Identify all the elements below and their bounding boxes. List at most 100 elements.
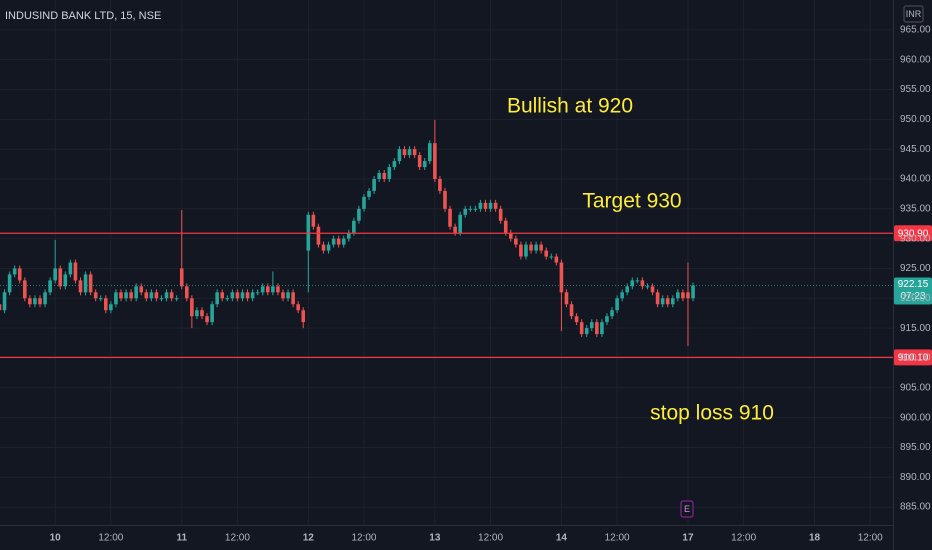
candle-body	[311, 214, 316, 227]
candle-body	[63, 274, 68, 287]
candle	[463, 205, 468, 218]
candle	[205, 313, 209, 326]
y-tick-label: 895.00	[900, 442, 931, 453]
candle-body	[225, 298, 230, 300]
x-tick-label: 12:00	[605, 533, 630, 544]
candle	[402, 146, 407, 159]
candle	[174, 295, 179, 302]
candle	[559, 259, 564, 332]
candle-body	[367, 190, 371, 197]
candle	[281, 289, 285, 302]
candle	[670, 295, 675, 308]
price-line-label-box	[894, 225, 932, 242]
candle-body	[635, 280, 640, 282]
candle-body	[215, 292, 219, 305]
y-tick-label: 950.00	[900, 114, 931, 125]
last-price-box	[894, 277, 932, 305]
candle	[291, 289, 295, 308]
candle-body	[53, 268, 57, 281]
candle	[346, 229, 351, 242]
candle	[48, 277, 52, 296]
candle-body	[38, 298, 42, 305]
x-tick-label: 12:00	[478, 533, 503, 544]
candle-body	[98, 298, 103, 300]
candle	[33, 295, 37, 308]
candle-body	[650, 286, 655, 293]
candle-body	[255, 292, 260, 294]
candle-body	[605, 316, 609, 323]
candle-body	[539, 244, 543, 251]
candle-body	[362, 196, 366, 209]
candle-body	[341, 238, 346, 245]
candle-body	[336, 238, 341, 245]
candle-body	[139, 286, 144, 293]
candle-body	[595, 322, 599, 335]
candle-body	[12, 268, 17, 275]
x-tick-label: 18	[809, 533, 821, 544]
candle	[220, 289, 225, 302]
event-marker[interactable]: E	[684, 504, 690, 514]
candle-body	[220, 292, 225, 299]
candle-body	[271, 286, 275, 293]
candle	[119, 289, 123, 302]
x-tick-label: 10	[50, 533, 62, 544]
candle-body	[630, 280, 635, 287]
candle	[245, 289, 250, 302]
candle	[190, 295, 194, 329]
event-marker-box[interactable]	[680, 500, 694, 518]
candle-body	[73, 262, 78, 281]
candle	[17, 265, 22, 284]
candle-body	[119, 292, 123, 299]
candle-body	[154, 292, 159, 299]
y-tick-label: 925.00	[900, 263, 931, 274]
candle-body	[387, 167, 392, 179]
candle-body	[503, 220, 508, 233]
candle-body	[134, 286, 138, 299]
candle-body	[584, 328, 589, 335]
candle	[554, 253, 559, 266]
candle-body	[402, 149, 407, 156]
candle	[276, 283, 280, 296]
candle	[605, 313, 609, 326]
candle-body	[453, 226, 457, 233]
candle	[98, 295, 103, 302]
x-tick-label: 12:00	[225, 533, 250, 544]
candle	[149, 289, 154, 302]
y-tick-label: 915.00	[900, 323, 931, 334]
candle	[615, 295, 619, 314]
candle-body	[0, 304, 2, 311]
candle-body	[427, 143, 432, 162]
candle	[382, 170, 387, 182]
candle-body	[174, 298, 179, 300]
x-tick-label: 12:00	[98, 533, 123, 544]
candle-body	[665, 298, 670, 305]
candle-body	[468, 208, 473, 210]
price-line-label-box	[894, 349, 932, 366]
annotation: stop loss 910	[650, 402, 774, 425]
candle	[372, 175, 376, 194]
candle	[164, 289, 169, 302]
candle-body	[352, 220, 356, 233]
candle-body	[554, 256, 559, 263]
candle-body	[514, 238, 518, 245]
candle-body	[483, 202, 488, 209]
candle-body	[301, 310, 306, 323]
candle	[250, 289, 255, 302]
candle	[159, 295, 164, 302]
candle-body	[508, 232, 513, 239]
candle-body	[164, 292, 169, 299]
candle	[610, 307, 614, 320]
candle-body	[559, 262, 564, 293]
candle-body	[600, 322, 604, 335]
candle	[255, 289, 260, 296]
x-tick-label: 17	[682, 533, 694, 544]
candle-body	[438, 178, 442, 191]
candle-body	[488, 202, 493, 209]
x-tick-label: 14	[556, 533, 568, 544]
candle	[129, 289, 133, 302]
candle-body	[17, 268, 22, 281]
candle-body	[377, 173, 381, 179]
candle	[169, 289, 174, 302]
